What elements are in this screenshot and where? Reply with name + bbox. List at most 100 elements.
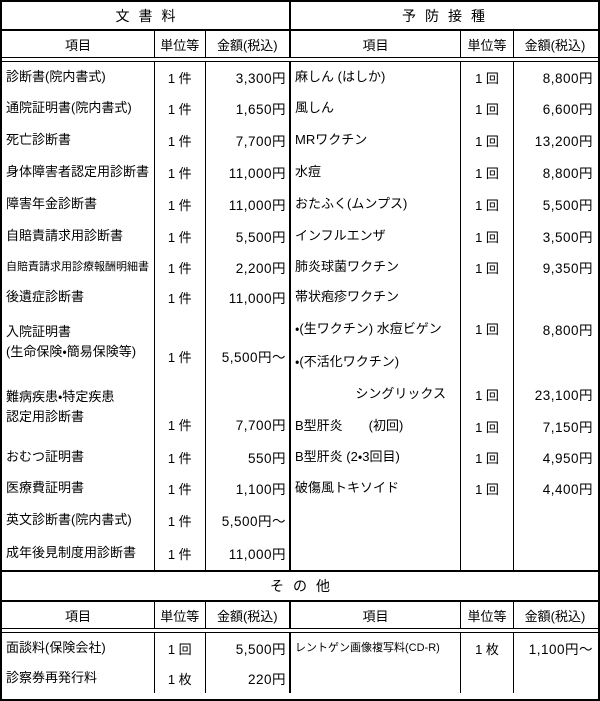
header-amount: 金額(税込): [216, 608, 278, 624]
amount-cell: 1,100円～: [528, 642, 593, 657]
empty-row: [291, 504, 596, 570]
item-cell: ・(生ワクチン) 水痘ビゲン: [295, 320, 442, 336]
item-cell: 診断書(院内書式): [6, 69, 106, 85]
table-row: 英文診断書(院内書式) 1 件 5,500円～: [2, 504, 289, 536]
item-cell: 水痘: [295, 164, 322, 180]
amount-cell: 5,500円: [235, 230, 286, 245]
header-amount: 金額(税込): [216, 37, 278, 53]
unit-cell: 1 件: [153, 282, 206, 312]
item-cell: 難病疾患・特定疾患 認定用診断書: [6, 389, 115, 424]
item-cell: 成年後見制度用診断書: [6, 545, 137, 561]
header-unit: 単位等: [460, 31, 514, 57]
other-right-column: レントゲン画像複写料(CD-R) 1 枚 1,100円～: [291, 633, 596, 693]
header-amount: 金額(税込): [524, 608, 586, 624]
item-cell: 帯状疱疹ワクチン: [295, 289, 400, 305]
item-cell: 破傷風トキソイド: [295, 480, 400, 496]
amount-cell: 7,700円: [235, 418, 286, 433]
amount-cell: 8,800円: [542, 166, 593, 181]
unit-cell: 1 件: [153, 220, 206, 252]
amount-cell: 3,300円: [235, 71, 286, 86]
unit-cell: 1 件: [153, 156, 206, 188]
item-cell: おたふく(ムンプス): [295, 196, 408, 212]
unit-cell: 1 件: [153, 312, 206, 378]
amount-cell: 220円: [247, 672, 286, 687]
unit-cell: 1 件: [153, 536, 206, 570]
unit-cell: [460, 282, 514, 312]
item-cell: 面談料(保険会社): [6, 640, 106, 656]
header-item: 項目: [362, 37, 389, 53]
table-row: ・(不活化ワクチン): [291, 345, 596, 378]
header-unit: 単位等: [153, 602, 206, 628]
item-cell: MRワクチン: [295, 132, 368, 148]
amount-cell: 2,200円: [235, 261, 286, 276]
header-amount: 金額(税込): [524, 37, 586, 53]
amount-cell: 23,100円: [534, 388, 593, 403]
unit-cell: 1 件: [153, 442, 206, 472]
unit-cell: 1 回: [460, 124, 514, 156]
item-cell: 肺炎球菌ワクチン: [295, 259, 400, 275]
item-cell: 身体障害者認定用診断書: [6, 164, 150, 180]
table-row: 風しん 1 回 6,600円: [291, 92, 596, 124]
item-cell: B型肝炎 (2・3回目): [295, 449, 400, 465]
unit-cell: 1 回: [460, 442, 514, 472]
amount-cell: 8,800円: [542, 71, 593, 86]
header-item: 項目: [64, 37, 91, 53]
table-row: 難病疾患・特定疾患 認定用診断書 1 件 7,700円: [2, 378, 289, 442]
unit-cell: 1 件: [153, 252, 206, 282]
unit-cell: [460, 345, 514, 378]
unit-cell: 1 件: [153, 504, 206, 536]
amount-cell: [514, 282, 596, 312]
unit-cell: 1 件: [153, 472, 206, 504]
unit-cell: 1 回: [460, 220, 514, 252]
section-divider: [2, 570, 598, 572]
table-row: 自賠責請求用診断書 1 件 5,500円: [2, 220, 289, 252]
unit-cell: 1 回: [460, 188, 514, 220]
item-cell: 障害年金診断書: [6, 196, 98, 212]
table-row: 後遺症診断書 1 件 11,000円: [2, 282, 289, 312]
table-row: インフルエンザ 1 回 3,500円: [291, 220, 596, 252]
unit-cell: 1 回: [460, 410, 514, 442]
table-row: 死亡診断書 1 件 7,700円: [2, 124, 289, 156]
table-row: シングリックス 1 回 23,100円: [291, 378, 596, 410]
unit-cell: 1 回: [460, 472, 514, 504]
table-row: B型肝炎 (初回) 1 回 7,150円: [291, 410, 596, 442]
item-cell: 診察券再発行料: [6, 670, 98, 686]
table-row: 成年後見制度用診断書 1 件 11,000円: [2, 536, 289, 570]
amount-cell: 4,400円: [542, 482, 593, 497]
amount-cell: 7,700円: [235, 134, 286, 149]
table-row: 診察券再発行料 1 枚 220円: [2, 663, 289, 693]
item-cell: レントゲン画像複写料(CD-R): [295, 641, 440, 654]
other-left-column: 面談料(保険会社) 1 回 5,500円 診察券再発行料 1 枚 220円: [2, 633, 291, 693]
amount-cell: 5,500円～: [221, 350, 286, 365]
double-rule: [2, 629, 598, 633]
amount-cell: [514, 345, 596, 378]
table-row: 肺炎球菌ワクチン 1 回 9,350円: [291, 252, 596, 282]
table-row: 通院証明書(院内書式) 1 件 1,650円: [2, 92, 289, 124]
unit-cell: 1 回: [153, 633, 206, 663]
unit-cell: 1 回: [460, 156, 514, 188]
amount-cell: 11,000円: [228, 547, 286, 562]
item-cell: 後遺症診断書: [6, 289, 85, 305]
unit-cell: 1 回: [460, 92, 514, 124]
item-cell: B型肝炎 (初回): [295, 418, 404, 434]
item-cell: 医療費証明書: [6, 480, 85, 496]
documents-column: 診断書(院内書式) 1 件 3,300円 通院証明書(院内書式) 1 件 1,6…: [2, 62, 291, 570]
table-row: 診断書(院内書式) 1 件 3,300円: [2, 62, 289, 92]
section-banner-row: 文書料 予防接種: [2, 2, 598, 31]
amount-cell: 4,950円: [542, 451, 593, 466]
table-row: 身体障害者認定用診断書 1 件 11,000円: [2, 156, 289, 188]
other-table-body: 面談料(保険会社) 1 回 5,500円 診察券再発行料 1 枚 220円 レン…: [2, 633, 598, 693]
table-row: 面談料(保険会社) 1 回 5,500円: [2, 633, 289, 663]
table-row: 帯状疱疹ワクチン: [291, 282, 596, 312]
unit-cell: 1 件: [153, 92, 206, 124]
header-unit: 単位等: [153, 31, 206, 57]
item-cell: 通院証明書(院内書式): [6, 100, 132, 116]
amount-cell: 13,200円: [534, 134, 593, 149]
item-cell: おむつ証明書: [6, 449, 85, 465]
item-cell: 自賠責請求用診療報酬明細書: [6, 260, 149, 273]
item-cell: ・(不活化ワクチン): [295, 353, 400, 369]
table-body: 診断書(院内書式) 1 件 3,300円 通院証明書(院内書式) 1 件 1,6…: [2, 62, 598, 570]
amount-cell: 11,000円: [228, 291, 286, 306]
amount-cell: 5,500円: [235, 642, 286, 657]
